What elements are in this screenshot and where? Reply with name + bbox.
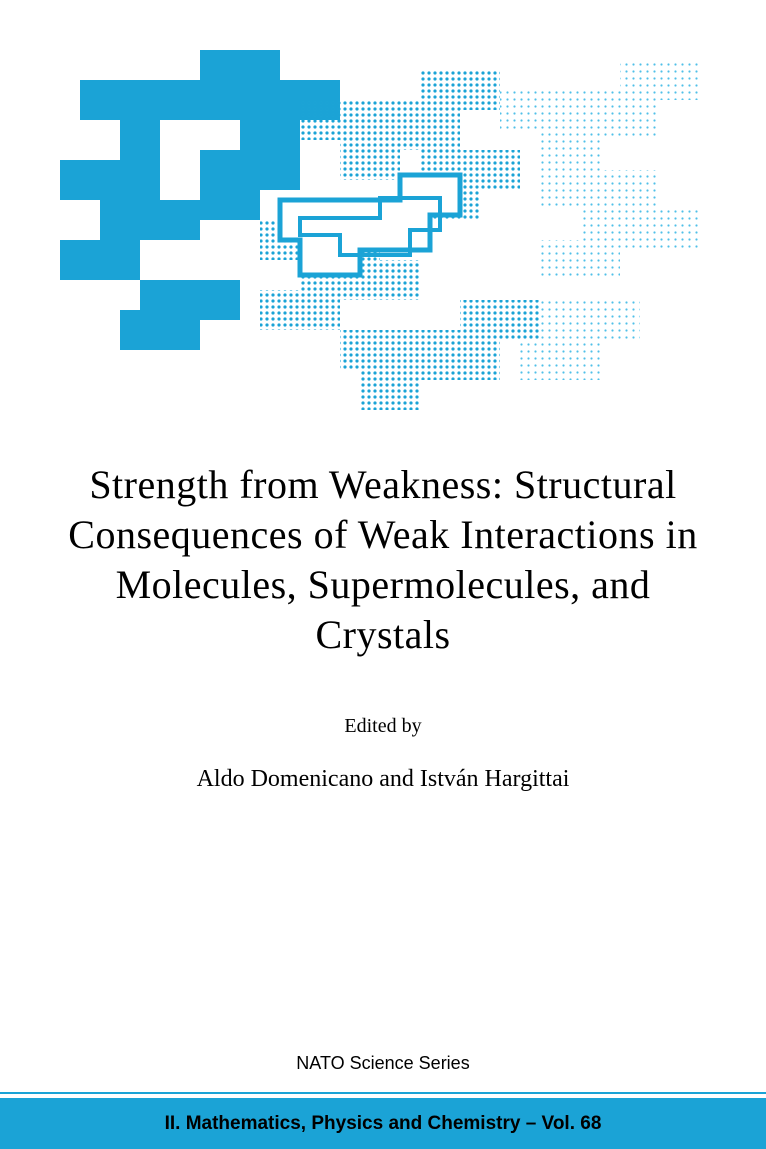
series-name: NATO Science Series: [0, 1053, 766, 1074]
cover-graphic: [0, 0, 766, 420]
editor-block: Edited by Aldo Domenicano and István Har…: [0, 715, 766, 793]
title-block: Strength from Weakness: Structural Conse…: [0, 420, 766, 660]
volume-info: II. Mathematics, Physics and Chemistry –…: [165, 1113, 602, 1135]
volume-bar: II. Mathematics, Physics and Chemistry –…: [0, 1094, 766, 1149]
series-block: NATO Science Series: [0, 1053, 766, 1074]
book-title: Strength from Weakness: Structural Conse…: [60, 460, 706, 660]
book-cover: Strength from Weakness: Structural Conse…: [0, 0, 766, 1149]
editor-names: Aldo Domenicano and István Hargittai: [0, 766, 766, 793]
edited-by-label: Edited by: [0, 715, 766, 738]
tessellation-graphic: [0, 40, 766, 420]
